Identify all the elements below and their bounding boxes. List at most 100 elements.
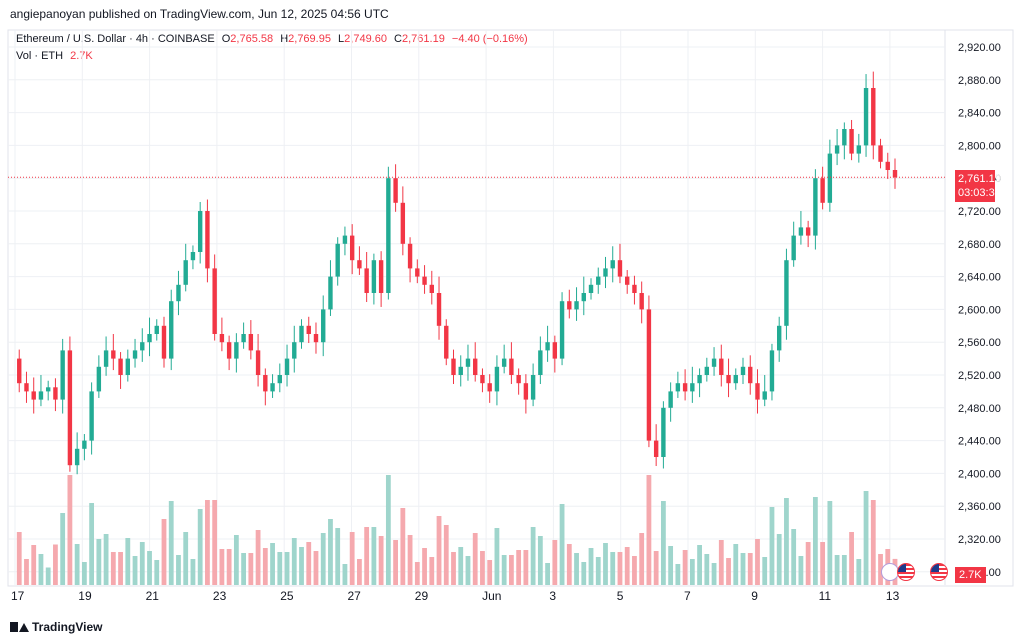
volume-bar [349,532,355,585]
candle-body [321,309,326,343]
candle-body [429,284,434,293]
open-value: 2,765.58 [230,33,274,45]
volume-bar [516,550,522,585]
volume-bar [523,550,529,585]
volume-bar [291,538,297,585]
candle-body [444,325,449,359]
candle-body [769,350,775,392]
last-volume-tag: 2.7K [955,567,986,583]
volume-bar [371,527,377,585]
volume-bar [530,527,536,585]
candle-body [820,178,825,203]
candle-body [653,440,659,457]
us-flag-icon[interactable] [897,563,915,581]
volume-bar [675,564,681,585]
volume-bar [581,562,587,585]
candle-body [284,358,290,375]
candle-body [451,358,456,375]
candle-body [538,350,543,375]
volume-bar [277,552,283,585]
tradingview-brand[interactable]: TradingView [10,620,102,634]
volume-bar [67,475,73,585]
volume-bar [566,544,572,585]
volume-bar [501,555,507,585]
volume-bar [168,501,174,585]
volume-bar [125,538,131,585]
bar-countdown: 03:03:38 [958,187,1001,199]
volume-bar [747,553,753,585]
x-tick-label: Jun [482,589,501,603]
candle-body [197,211,203,252]
volume-bar [53,544,58,585]
y-tick-label: 2,400.00 [958,468,1001,480]
volume-bar [537,536,543,585]
candle-body [530,375,536,400]
candle-body [103,350,109,367]
volume-bar [668,546,674,585]
volume-bar [313,551,319,585]
volume-bar [429,557,435,585]
candle-body [885,161,890,170]
candle-body [74,448,80,466]
candle-body [292,342,297,359]
candle-body [697,375,702,384]
volume-bar [603,543,608,585]
x-tick-label: 29 [415,589,429,603]
volume-bar [480,551,485,585]
y-tick-label: 2,800.00 [958,140,1001,152]
volume-bar [270,543,275,585]
y-tick-label: 2,560.00 [958,337,1001,349]
volume-bar [241,553,247,585]
volume-bar [407,535,413,585]
candle-body [834,145,840,154]
candle-body [415,268,420,277]
candle-body [501,358,507,367]
volume-bar [255,530,261,585]
candle-body [306,325,311,334]
volume-bar [233,535,239,585]
candle-body [704,366,710,375]
candle-body [494,366,500,392]
volume-bar [632,556,637,585]
low-label: L [338,33,345,45]
candle-body [328,276,333,310]
candle-body [53,387,58,400]
volume-bar [45,567,51,585]
candle-body [668,391,673,408]
candle-body [67,350,73,466]
candle-body [371,260,377,293]
volume-bar [190,559,196,585]
candle-body [205,211,210,269]
x-tick-label: 19 [78,589,92,603]
volume-bar [639,533,645,585]
y-tick-label: 2,320.00 [958,534,1001,546]
candle-body [436,293,442,326]
volume-bar [812,497,818,585]
volume-bar [320,533,326,585]
candle-body [111,350,116,359]
volume-bar [849,532,854,585]
volume-bar [132,556,138,585]
candle-body [183,260,188,285]
candle-body [661,407,666,457]
volume-bar [726,558,731,585]
candle-body [299,325,304,343]
candle-body [190,252,196,261]
volume-bar [24,559,29,585]
us-flag-icon[interactable] [930,563,948,581]
volume-bar [805,542,811,585]
x-tick-label: 23 [213,589,227,603]
volume-bar [378,536,384,585]
candle-body [726,375,731,384]
candle-body [639,293,644,310]
y-tick-label: 2,680.00 [958,239,1001,251]
candle-body [212,268,217,334]
candle-body [755,383,760,400]
candle-body [480,375,485,384]
candle-body [277,375,282,384]
volume-bar [682,550,688,585]
candle-body [733,375,738,384]
volume-bar [769,507,775,585]
volume-bar [451,552,456,585]
